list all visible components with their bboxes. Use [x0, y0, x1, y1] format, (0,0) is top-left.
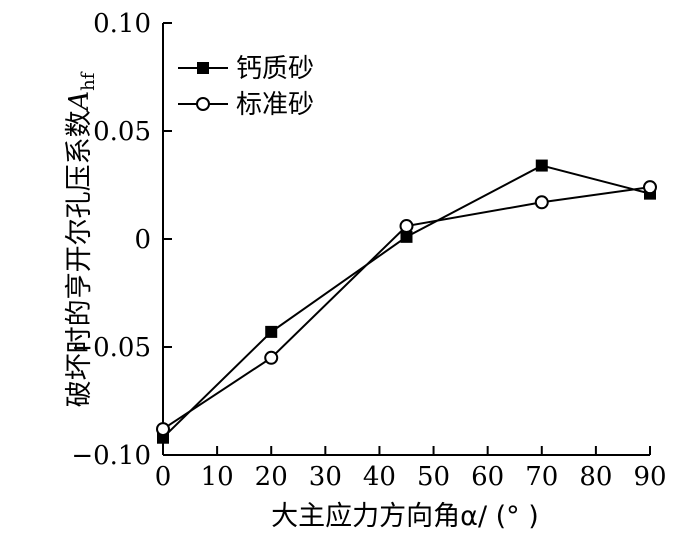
x-tick-label: 60	[471, 462, 504, 492]
series-1	[157, 159, 656, 444]
y-axis-label: 破坏时的亨开尔孔压系数Ahf	[64, 71, 99, 407]
y-tick-label: 0	[134, 225, 151, 255]
x-tick-label: 90	[633, 462, 666, 492]
legend-label: 标准砂	[236, 90, 314, 120]
x-axis-label: 大主应力方向角α/ (° )	[271, 501, 539, 532]
y-axis-label-symbol: A	[64, 91, 95, 114]
x-ticks: 0 10 20 30 40 50 60 70 80 90	[155, 446, 667, 492]
x-tick-label: 40	[363, 462, 396, 492]
x-tick-label: 10	[201, 462, 234, 492]
x-tick-label: 70	[525, 462, 558, 492]
data-point	[400, 230, 413, 243]
y-tick-label: 0.10	[93, 9, 151, 39]
x-tick-label: 50	[417, 462, 450, 492]
data-point	[265, 325, 278, 338]
x-tick-label: 30	[309, 462, 342, 492]
x-tick-label: 20	[255, 462, 288, 492]
y-ticks: −0.10 −0.05 0 0.05 0.10	[71, 9, 172, 471]
x-tick-label: 80	[579, 462, 612, 492]
data-point	[643, 180, 657, 195]
data-point	[156, 422, 170, 437]
data-point	[264, 350, 279, 365]
y-axis-label-text: 破坏时的亨开尔孔压系数	[64, 110, 95, 407]
series-line	[162, 164, 651, 439]
legend-item: 标准砂	[178, 90, 314, 120]
data-point	[534, 195, 549, 210]
series-2	[156, 180, 657, 437]
legend-marker	[197, 62, 209, 74]
y-tick-label: 0.05	[93, 117, 151, 147]
series-layer	[156, 159, 657, 444]
legend-item: 钙质砂	[178, 54, 314, 84]
data-point	[535, 159, 548, 172]
legend-marker	[196, 97, 210, 111]
y-tick-label: −0.05	[71, 333, 151, 363]
x-tick-label: 0	[155, 462, 172, 492]
y-tick-label: −0.10	[71, 441, 151, 471]
legend-label: 钙质砂	[236, 54, 314, 84]
data-point	[399, 219, 414, 234]
y-axis-label-subscript: hf	[78, 71, 99, 91]
